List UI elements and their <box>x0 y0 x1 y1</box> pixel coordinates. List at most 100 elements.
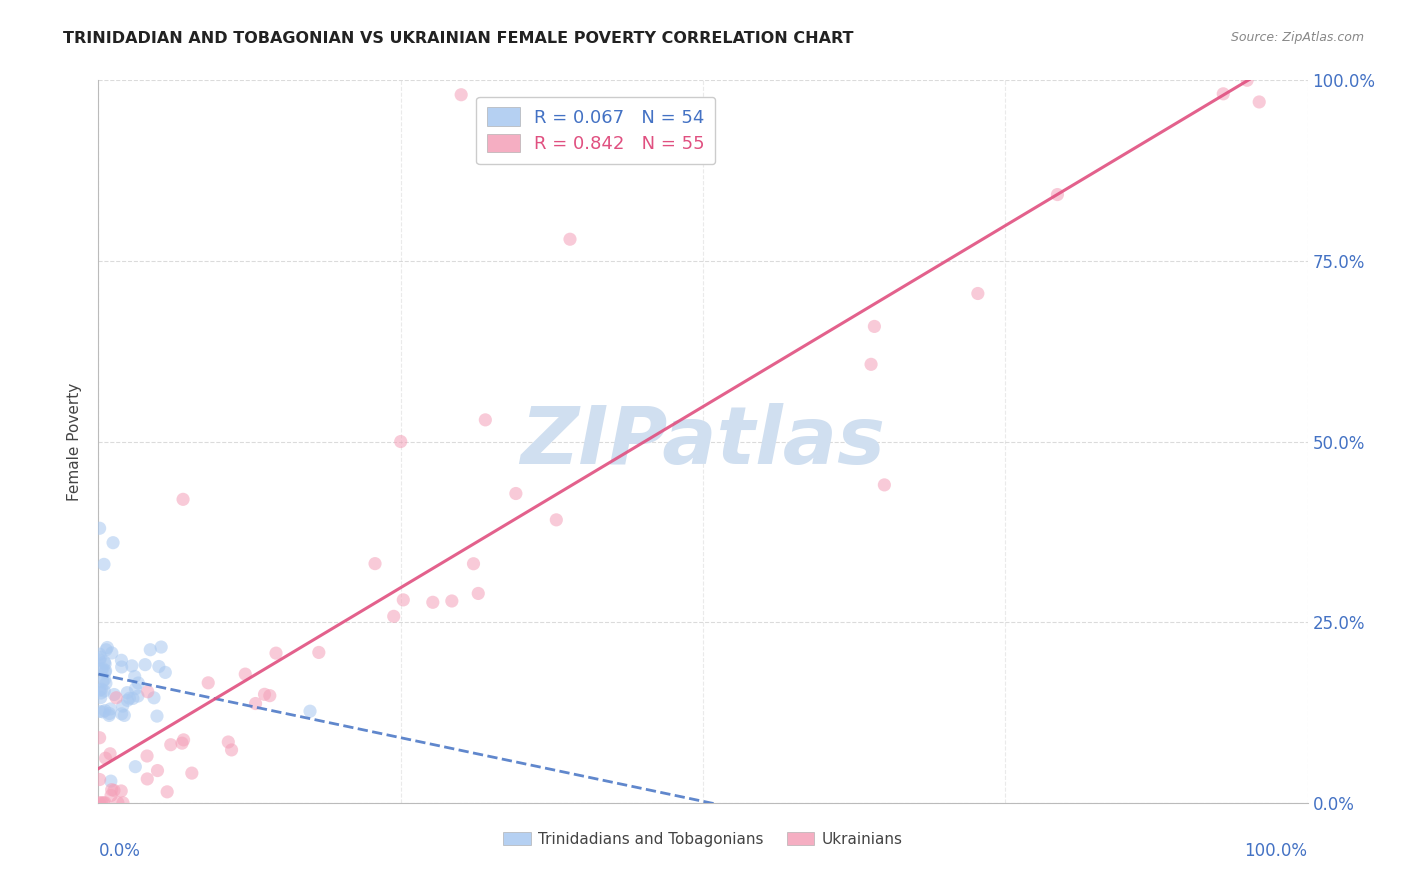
Text: 0.0%: 0.0% <box>98 842 141 860</box>
Point <box>93 796 115 810</box>
Text: Source: ZipAtlas.com: Source: ZipAtlas.com <box>1230 31 1364 45</box>
Point <box>299 704 322 718</box>
Legend: Trinidadians and Tobagonians, Ukrainians: Trinidadians and Tobagonians, Ukrainians <box>498 826 908 853</box>
Point <box>94 665 117 679</box>
Point <box>146 764 169 778</box>
Point <box>105 690 128 705</box>
Point <box>467 586 489 600</box>
Point <box>156 785 179 799</box>
Point <box>124 760 146 774</box>
Point <box>170 736 193 750</box>
Point <box>146 709 169 723</box>
Point <box>89 772 111 787</box>
Point <box>89 521 111 535</box>
Point <box>221 743 243 757</box>
Point <box>98 747 121 761</box>
Point <box>197 675 219 690</box>
Point <box>89 705 111 719</box>
Point <box>107 796 129 810</box>
Point <box>1046 187 1069 202</box>
Point <box>474 413 496 427</box>
Point <box>136 749 159 764</box>
Point <box>89 647 111 661</box>
Point <box>94 657 117 671</box>
Point <box>180 766 202 780</box>
Point <box>860 357 883 371</box>
Point <box>93 684 115 698</box>
Point <box>392 593 415 607</box>
Point <box>118 691 141 706</box>
Point <box>89 653 111 667</box>
Text: TRINIDADIAN AND TOBAGONIAN VS UKRAINIAN FEMALE POVERTY CORRELATION CHART: TRINIDADIAN AND TOBAGONIAN VS UKRAINIAN … <box>63 31 853 46</box>
Point <box>115 686 138 700</box>
Point <box>94 704 117 718</box>
Point <box>94 664 117 678</box>
Point <box>253 687 276 701</box>
Point <box>558 232 581 246</box>
Point <box>93 655 115 669</box>
Point <box>89 683 111 698</box>
Point <box>111 796 134 810</box>
Point <box>546 513 568 527</box>
Point <box>93 673 115 687</box>
Point <box>94 796 117 810</box>
Point <box>98 708 121 723</box>
Point <box>94 676 117 690</box>
Point <box>150 640 173 654</box>
Point <box>101 646 124 660</box>
Point <box>863 319 886 334</box>
Point <box>440 594 463 608</box>
Point <box>90 663 112 677</box>
Point <box>233 667 256 681</box>
Point <box>100 774 122 789</box>
Point <box>90 686 112 700</box>
Point <box>136 685 159 699</box>
Point <box>110 653 132 667</box>
Point <box>91 662 114 676</box>
Point <box>93 558 115 572</box>
Point <box>110 784 132 798</box>
Point <box>382 609 405 624</box>
Point <box>134 657 156 672</box>
Point <box>90 690 112 705</box>
Point <box>155 665 177 680</box>
Point <box>100 702 122 716</box>
Point <box>389 434 412 449</box>
Text: 100.0%: 100.0% <box>1244 842 1308 860</box>
Y-axis label: Female Poverty: Female Poverty <box>67 383 83 500</box>
Point <box>1212 87 1234 101</box>
Point <box>111 706 134 721</box>
Point <box>117 693 139 707</box>
Point <box>245 697 267 711</box>
Point <box>121 658 143 673</box>
Point <box>873 478 896 492</box>
Point <box>90 682 112 697</box>
Point <box>94 642 117 657</box>
Point <box>966 286 988 301</box>
Point <box>124 669 146 683</box>
Text: ZIPatlas: ZIPatlas <box>520 402 886 481</box>
Point <box>94 751 117 765</box>
Point <box>112 708 135 723</box>
Point <box>1249 95 1271 109</box>
Point <box>111 699 134 714</box>
Point <box>259 689 281 703</box>
Point <box>91 674 114 689</box>
Point <box>111 660 134 674</box>
Point <box>139 642 162 657</box>
Point <box>90 650 112 665</box>
Point <box>89 731 111 745</box>
Point <box>148 659 170 673</box>
Point <box>173 732 195 747</box>
Point <box>96 640 118 655</box>
Point <box>364 557 387 571</box>
Point <box>172 492 194 507</box>
Point <box>308 645 330 659</box>
Point <box>103 688 125 702</box>
Point <box>124 681 146 696</box>
Point <box>101 535 124 549</box>
Point <box>127 676 149 690</box>
Point <box>264 646 287 660</box>
Point <box>100 782 122 797</box>
Point <box>127 689 149 703</box>
